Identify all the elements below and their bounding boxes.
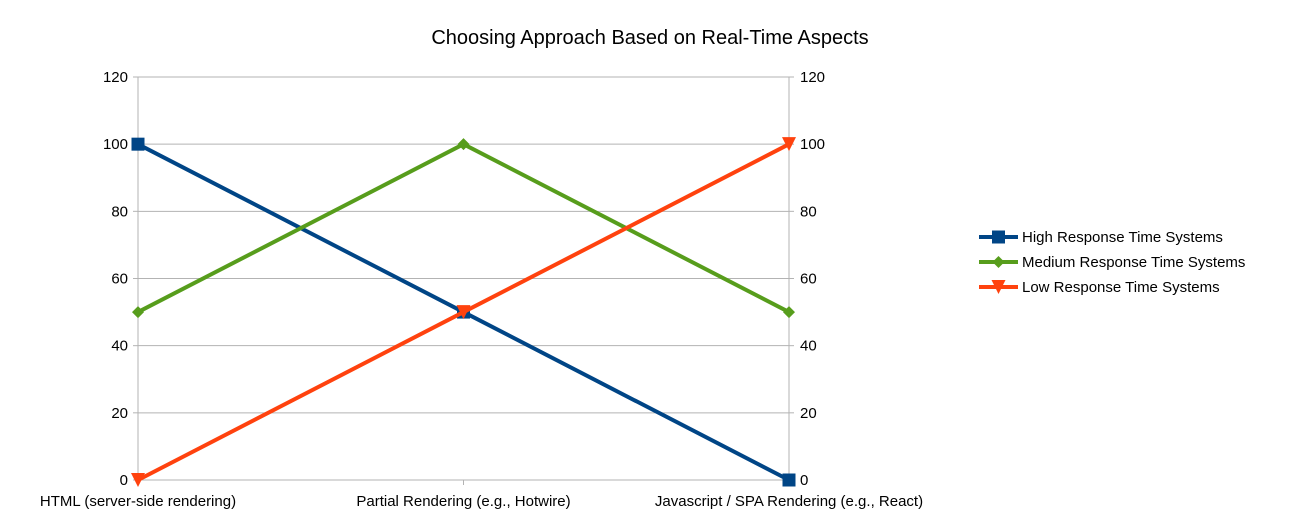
series-2	[132, 138, 795, 319]
y-tick-label-left: 120	[103, 69, 128, 86]
y-tick-label-left: 40	[111, 338, 128, 355]
data-point	[783, 306, 795, 319]
y-tick-label-right: 20	[800, 405, 817, 422]
data-point	[132, 306, 144, 319]
legend-item: High Response Time Systems	[979, 229, 1223, 246]
legend: High Response Time Systems Medium Respons…	[979, 229, 1245, 296]
chart-title: Choosing Approach Based on Real-Time Asp…	[431, 27, 868, 49]
series-line	[136, 142, 791, 315]
gridlines	[138, 76, 789, 414]
data-point	[782, 473, 796, 487]
legend-item: Low Response Time Systems	[979, 279, 1220, 296]
y-tick-label-right: 0	[800, 472, 808, 489]
legend-swatch-marker	[991, 280, 1006, 294]
axes: 0 0 20 20 40 40 60 60 80 80 100 100 120 120 HTML (serv…	[40, 69, 923, 510]
y-tick-label-right: 80	[800, 203, 817, 220]
y-tick-label-left: 80	[111, 203, 128, 220]
y-tick-label-left: 20	[111, 405, 128, 422]
series-lines	[131, 137, 796, 487]
y-tick-label-right: 100	[800, 136, 825, 153]
legend-label: Medium Response Time Systems	[1022, 254, 1245, 271]
legend-label: High Response Time Systems	[1022, 229, 1223, 246]
series-3	[131, 137, 796, 487]
y-tick-label-right: 40	[800, 338, 817, 355]
legend-label: Low Response Time Systems	[1022, 279, 1220, 296]
x-tick-label: HTML (server-side rendering)	[40, 493, 236, 510]
data-point	[131, 137, 145, 151]
y-tick-label-right: 120	[800, 69, 825, 86]
legend-swatch-marker	[992, 256, 1005, 268]
data-point	[457, 138, 470, 151]
y-tick-label-left: 60	[111, 271, 128, 288]
legend-swatch-marker	[992, 230, 1005, 244]
legend-item: Medium Response Time Systems	[979, 254, 1245, 271]
data-point	[131, 473, 145, 487]
y-tick-label-left: 0	[120, 472, 128, 489]
x-tick-label: Partial Rendering (e.g., Hotwire)	[356, 493, 570, 510]
y-tick-label-right: 60	[800, 271, 817, 288]
y-tick-label-left: 100	[103, 136, 128, 153]
data-point	[456, 305, 471, 320]
x-tick-label: Javascript / SPA Rendering (e.g., React)	[655, 493, 923, 510]
data-point	[782, 137, 796, 152]
